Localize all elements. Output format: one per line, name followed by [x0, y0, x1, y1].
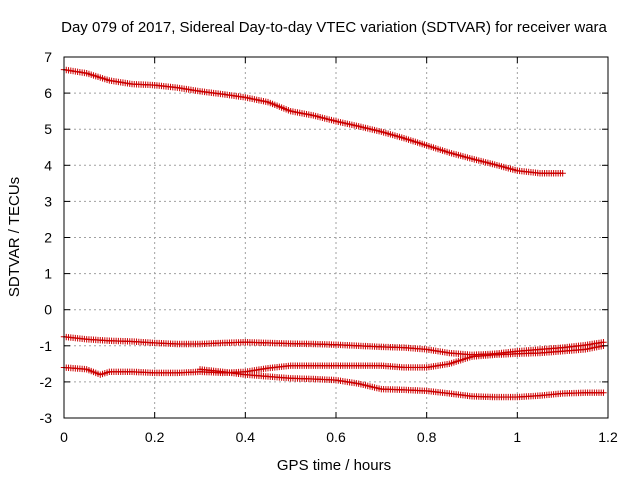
x-tick-label: 1 — [513, 429, 521, 445]
x-tick-label: 0.6 — [326, 429, 346, 445]
data-series — [60, 66, 607, 401]
chart-title: Day 079 of 2017, Sidereal Day-to-day VTE… — [61, 19, 607, 36]
y-tick-label: 6 — [44, 85, 52, 101]
y-tick-label: 7 — [44, 49, 52, 65]
x-tick-label: 0 — [60, 429, 68, 445]
y-tick-label: -1 — [40, 338, 53, 354]
data-point-marker — [559, 170, 566, 177]
y-tick-label: 2 — [44, 230, 52, 246]
series-3-line — [63, 345, 604, 376]
y-tick-label: 1 — [44, 266, 52, 282]
x-tick-label: 0.2 — [145, 429, 165, 445]
y-tick-label: 5 — [44, 121, 52, 137]
y-tick-label: 0 — [44, 302, 52, 318]
series-4 — [196, 366, 607, 401]
y-tick-label: -2 — [40, 374, 53, 390]
axis-ticks: 0 0.2 0.4 0.6 0.8 1 1.2 -3 -2 -1 0 1 2 3 4 5 6 7 — [40, 49, 618, 445]
y-tick-label: 3 — [44, 193, 52, 209]
y-tick-label: -3 — [40, 410, 53, 426]
x-tick-label: 1.2 — [598, 429, 618, 445]
series-3 — [60, 342, 607, 378]
x-axis-label: GPS time / hours — [277, 457, 391, 474]
data-point-marker — [600, 389, 607, 396]
x-tick-label: 0.8 — [417, 429, 437, 445]
series-1 — [60, 66, 566, 177]
y-tick-label: 4 — [44, 157, 52, 173]
x-tick-label: 0.4 — [236, 429, 256, 445]
y-axis-label: SDTVAR / TECUs — [6, 177, 23, 297]
